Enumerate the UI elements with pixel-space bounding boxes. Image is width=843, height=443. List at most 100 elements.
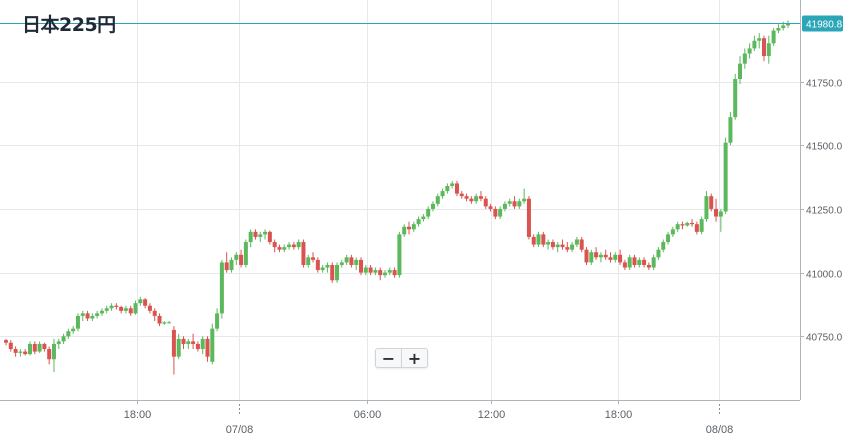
zoom-controls: − + — [375, 348, 428, 368]
candle-body — [75, 315, 80, 329]
candle-body — [119, 307, 124, 311]
y-tick-label: 41750.0 — [806, 79, 843, 90]
candle-body — [272, 242, 277, 248]
candle-body — [80, 313, 85, 316]
candle-body — [757, 38, 762, 41]
candle-body — [507, 201, 512, 204]
candle-body — [406, 226, 411, 230]
candle-body — [656, 249, 661, 258]
candle-body — [598, 254, 603, 258]
candle-body — [493, 208, 498, 217]
candle-body — [37, 343, 42, 352]
candle-body — [512, 201, 517, 207]
candle-body — [325, 264, 330, 268]
candle-body — [728, 117, 733, 143]
candle-body — [282, 247, 287, 250]
candle-body — [61, 336, 66, 342]
candle-body — [613, 254, 618, 260]
candle-body — [608, 257, 613, 260]
candle-body — [315, 259, 320, 271]
candle-body — [685, 222, 690, 226]
candle-body — [450, 183, 455, 186]
candle-body — [488, 206, 493, 209]
candle-body — [95, 313, 100, 316]
candle-body — [661, 242, 666, 250]
candle-body — [128, 308, 133, 314]
candle-body — [311, 257, 316, 260]
candle-body — [263, 231, 268, 235]
x-tick-label: 18:00 — [605, 409, 633, 421]
y-tick-label: 41250.0 — [806, 206, 843, 217]
candle-body — [176, 338, 181, 357]
candle-body — [603, 254, 608, 258]
candle-body — [181, 338, 186, 344]
candle-body — [349, 257, 354, 265]
candle-body — [762, 38, 767, 57]
candle-body — [426, 208, 431, 217]
candle-body — [167, 322, 172, 324]
candle-body — [66, 331, 71, 337]
x-tick-label: 18:00 — [124, 409, 152, 421]
candle-body — [267, 231, 272, 243]
candle-body — [229, 259, 234, 271]
candle-body — [51, 343, 56, 360]
candle-body — [670, 229, 675, 235]
candle-body — [210, 328, 215, 362]
candle-body — [642, 259, 647, 265]
current-price-label: 41980.8 — [806, 20, 843, 31]
candle-body — [584, 249, 589, 263]
candle-body — [47, 349, 52, 360]
y-tick-label: 41000.0 — [806, 270, 843, 281]
candle-body — [239, 254, 244, 265]
candle-body — [781, 25, 786, 29]
x-tick-label: 07/08 — [226, 424, 254, 436]
candle-body — [162, 322, 167, 324]
candle-body — [526, 198, 531, 237]
candle-body — [637, 259, 642, 265]
candle-body — [344, 257, 349, 263]
candle-body — [416, 219, 421, 225]
candle-body — [171, 329, 176, 357]
candle-body — [397, 234, 402, 276]
candle-body — [373, 270, 378, 273]
candle-body — [536, 234, 541, 245]
candle-body — [723, 142, 728, 212]
candle-body — [392, 270, 397, 276]
candle-body — [704, 196, 709, 220]
candle-body — [32, 343, 37, 352]
candle-body — [550, 242, 555, 248]
candle-body — [354, 259, 359, 265]
candle-body — [694, 224, 699, 232]
candle-body — [234, 254, 239, 260]
candle-body — [478, 196, 483, 199]
candle-body — [330, 264, 335, 281]
candle-body — [4, 340, 8, 343]
candle-body — [541, 234, 546, 245]
candle-body — [445, 185, 450, 192]
y-tick-label: 41500.0 — [806, 142, 843, 153]
y-tick-label: 40750.0 — [806, 333, 843, 344]
candle-body — [387, 270, 392, 273]
candle-body — [517, 201, 522, 207]
candle-body — [90, 315, 95, 319]
candle-body — [766, 43, 771, 57]
candle-body — [560, 244, 565, 248]
candle-body — [320, 267, 325, 271]
candle-body — [104, 308, 109, 311]
candle-body — [565, 247, 570, 250]
candle-body — [690, 222, 695, 225]
candle-body — [383, 272, 388, 276]
candle-body — [335, 264, 340, 281]
candle-body — [776, 28, 781, 31]
candle-body — [498, 208, 503, 217]
candle-body — [71, 328, 76, 332]
candle-body — [469, 198, 474, 202]
candle-body — [42, 343, 47, 350]
candle-body — [85, 313, 90, 319]
zoom-out-button[interactable]: − — [381, 348, 396, 368]
candle-body — [378, 270, 383, 276]
candle-body — [195, 343, 200, 350]
zoom-in-button[interactable]: + — [401, 349, 427, 368]
